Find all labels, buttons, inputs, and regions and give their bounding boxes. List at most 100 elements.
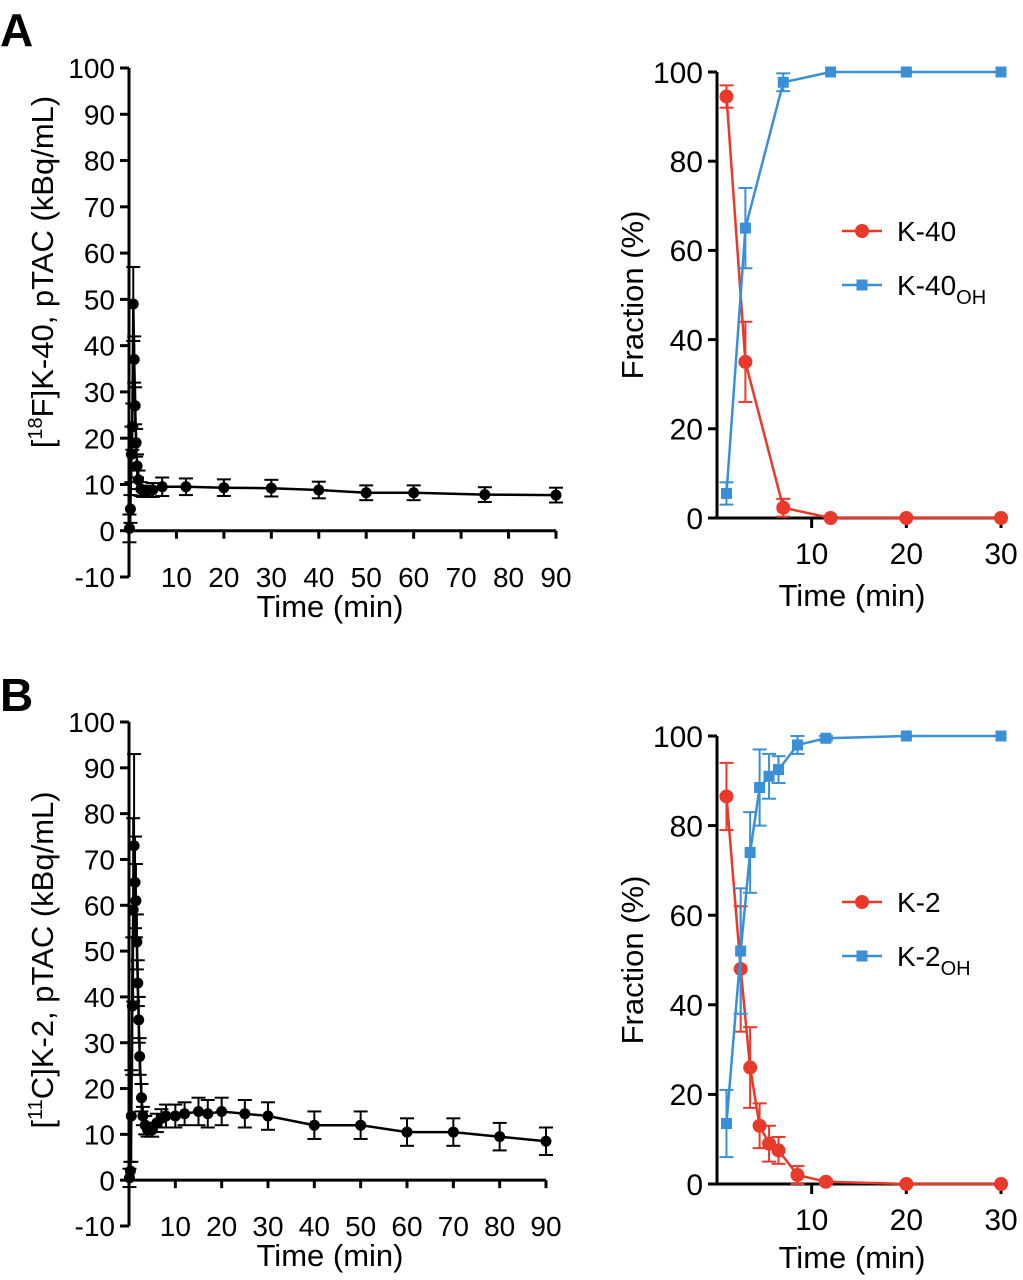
legend-label-name: K-2	[897, 887, 941, 918]
series-line	[128, 845, 547, 1179]
data-point	[776, 500, 791, 515]
y-tick-label: -10	[75, 562, 115, 593]
x-tick-label: 40	[299, 1211, 330, 1242]
data-point	[265, 482, 277, 494]
data-point	[124, 503, 136, 515]
legend-label-name: K-40	[897, 270, 956, 301]
y-axis-title: [11C]K-2, pTAC (kBq/mL)	[25, 791, 60, 1128]
data-point	[133, 1014, 145, 1026]
x-tick-label: 20	[206, 1211, 237, 1242]
data-point	[995, 66, 1007, 78]
y-tick-label: 20	[670, 414, 703, 447]
data-point	[720, 487, 732, 499]
y-tick-label: 20	[84, 1074, 115, 1105]
y-tick-label: 20	[84, 423, 115, 454]
y-tick-label: 40	[670, 324, 703, 357]
legend-label-name: K-40	[897, 216, 956, 247]
y-axis-title: Fraction (%)	[615, 211, 650, 380]
y-axis-title-bracket: [	[25, 439, 60, 448]
legend-marker	[856, 950, 868, 962]
data-point	[899, 1177, 914, 1191]
legend-label: K-2	[897, 887, 941, 918]
data-point	[777, 76, 789, 88]
y-tick-label: 80	[84, 799, 115, 830]
data-point	[825, 66, 837, 78]
data-point	[126, 421, 138, 433]
data-point	[132, 977, 144, 989]
y-tick-label: 0	[99, 516, 115, 547]
data-point	[169, 1110, 181, 1122]
data-point	[127, 298, 139, 310]
x-tick-label: 10	[161, 562, 192, 593]
data-point	[129, 400, 141, 412]
data-point	[134, 1050, 146, 1062]
series-line	[128, 303, 557, 529]
y-tick-label: 40	[84, 331, 115, 362]
chart-b-ptac: -10 0 10 20 30 40 50 60 70 80 90 100 10 20 30 40 50 60 70 8…	[25, 707, 562, 1273]
series-line	[725, 70, 1001, 494]
y-tick-label: 0	[99, 1165, 115, 1196]
y-tick-label: 70	[84, 192, 115, 223]
data-point	[239, 1108, 251, 1120]
panel-label-a: A	[0, 4, 33, 56]
data-point	[735, 945, 747, 957]
data-point	[820, 732, 832, 744]
data-point	[900, 730, 912, 742]
data-point	[899, 511, 914, 525]
x-tick-label: 90	[540, 562, 571, 593]
series-0	[719, 761, 1008, 1191]
legend-label-name: K-2	[897, 941, 941, 972]
y-tick-label: 10	[84, 1119, 115, 1150]
data-point	[130, 895, 142, 907]
data-point	[791, 739, 803, 751]
legend-marker	[856, 279, 868, 291]
y-tick-label: 0	[686, 1169, 703, 1202]
legend-label-subscript: OH	[956, 287, 986, 309]
y-axis-title-rest: ]K-40, pTAC (kBq/mL)	[25, 96, 60, 399]
y-tick-label: -10	[75, 1211, 115, 1242]
data-point	[123, 522, 135, 534]
x-tick-label: 70	[438, 1211, 469, 1242]
legend: K-40K-40OH	[842, 216, 986, 309]
data-point	[752, 1118, 767, 1133]
legend-label: K-2OH	[897, 941, 971, 980]
data-point	[308, 1119, 320, 1131]
x-tick-label: 90	[530, 1211, 561, 1242]
y-tick-label: 30	[84, 1028, 115, 1059]
chart-a-fraction: 0 20 40 60 80 100 10 20 30 Time (min) Fraction (%)…	[615, 57, 1018, 613]
y-tick-label: 0	[686, 503, 703, 536]
y-axis-title-rest: ]K-2, pTAC (kBq/mL)	[25, 791, 60, 1076]
data-point	[763, 770, 775, 782]
data-point	[995, 730, 1007, 742]
y-tick-label: 40	[84, 982, 115, 1013]
data-point	[193, 1105, 204, 1117]
x-tick-label: 10	[795, 1204, 828, 1237]
x-tick-label: 30	[256, 562, 287, 593]
y-tick-label: 90	[84, 753, 115, 784]
data-point	[124, 1165, 136, 1177]
y-tick-label: 30	[84, 377, 115, 408]
x-tick-label: 30	[984, 1204, 1017, 1237]
y-tick-label: 60	[670, 900, 703, 933]
data-point	[479, 489, 491, 501]
data-point	[823, 511, 838, 525]
y-axis-title-element: F	[25, 398, 60, 417]
x-tick-label: 70	[446, 562, 477, 593]
series-line	[725, 96, 1001, 520]
x-tick-label: 10	[795, 538, 828, 571]
x-axis-title: Time (min)	[257, 589, 404, 624]
x-tick-label: 30	[984, 538, 1017, 571]
panel-label-b: B	[0, 669, 33, 721]
y-axis-title-element: C	[25, 1077, 60, 1099]
chart-b-fraction: 0 20 40 60 80 100 10 20 30 Time (min) Fraction (%)…	[615, 721, 1018, 1275]
data-point	[160, 1110, 172, 1122]
data-point	[136, 1092, 148, 1104]
data-point	[128, 840, 140, 852]
data-point	[720, 1118, 732, 1130]
data-point	[125, 448, 137, 460]
y-axis-title: [18F]K-40, pTAC (kBq/mL)	[25, 96, 60, 448]
x-tick-label: 60	[391, 1211, 422, 1242]
y-tick-label: 40	[670, 990, 703, 1023]
x-axis-title: Time (min)	[779, 1240, 926, 1275]
data-point	[540, 1135, 552, 1147]
